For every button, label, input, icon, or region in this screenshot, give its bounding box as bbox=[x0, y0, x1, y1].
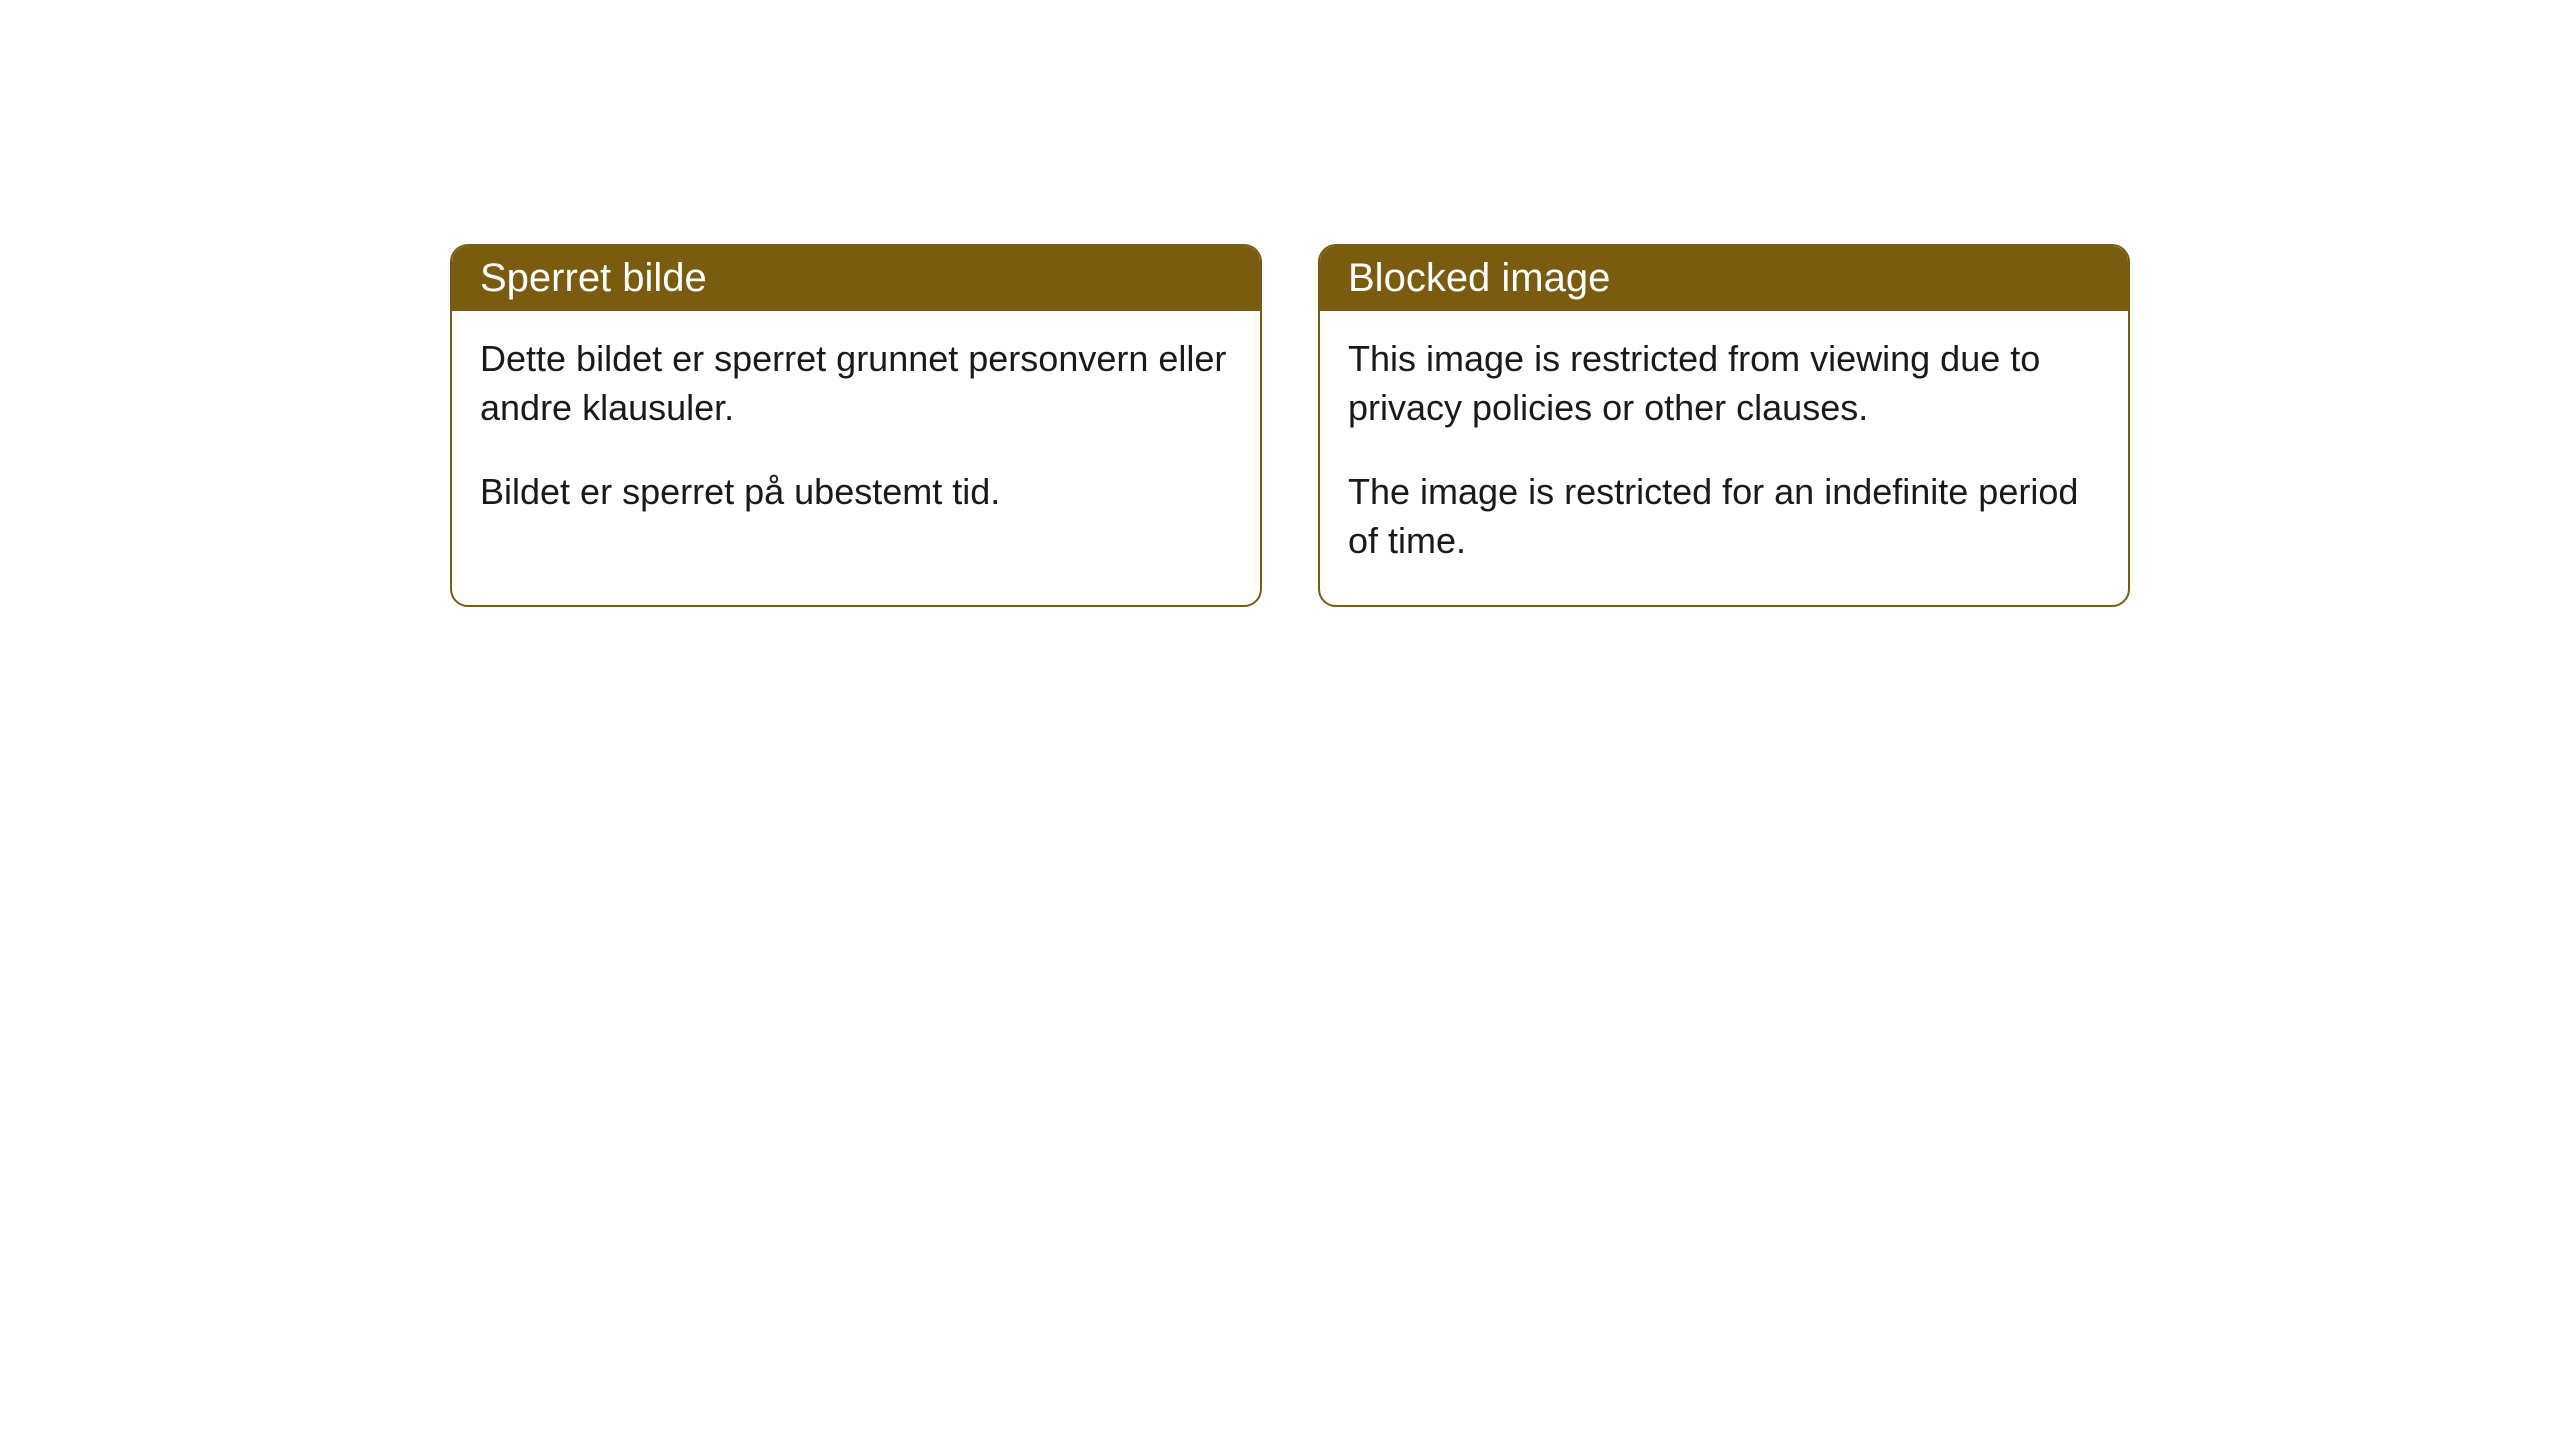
card-paragraph-2: Bildet er sperret på ubestemt tid. bbox=[480, 468, 1232, 517]
card-body: Dette bildet er sperret grunnet personve… bbox=[452, 311, 1260, 557]
card-title: Blocked image bbox=[1348, 256, 1610, 300]
card-header: Sperret bilde bbox=[452, 246, 1260, 311]
card-paragraph-2: The image is restricted for an indefinit… bbox=[1348, 468, 2100, 565]
notice-card-norwegian: Sperret bilde Dette bildet er sperret gr… bbox=[450, 244, 1262, 607]
card-title: Sperret bilde bbox=[480, 256, 707, 300]
card-header: Blocked image bbox=[1320, 246, 2128, 311]
card-body: This image is restricted from viewing du… bbox=[1320, 311, 2128, 605]
card-paragraph-1: This image is restricted from viewing du… bbox=[1348, 335, 2100, 432]
notice-cards-container: Sperret bilde Dette bildet er sperret gr… bbox=[450, 244, 2130, 607]
notice-card-english: Blocked image This image is restricted f… bbox=[1318, 244, 2130, 607]
card-paragraph-1: Dette bildet er sperret grunnet personve… bbox=[480, 335, 1232, 432]
